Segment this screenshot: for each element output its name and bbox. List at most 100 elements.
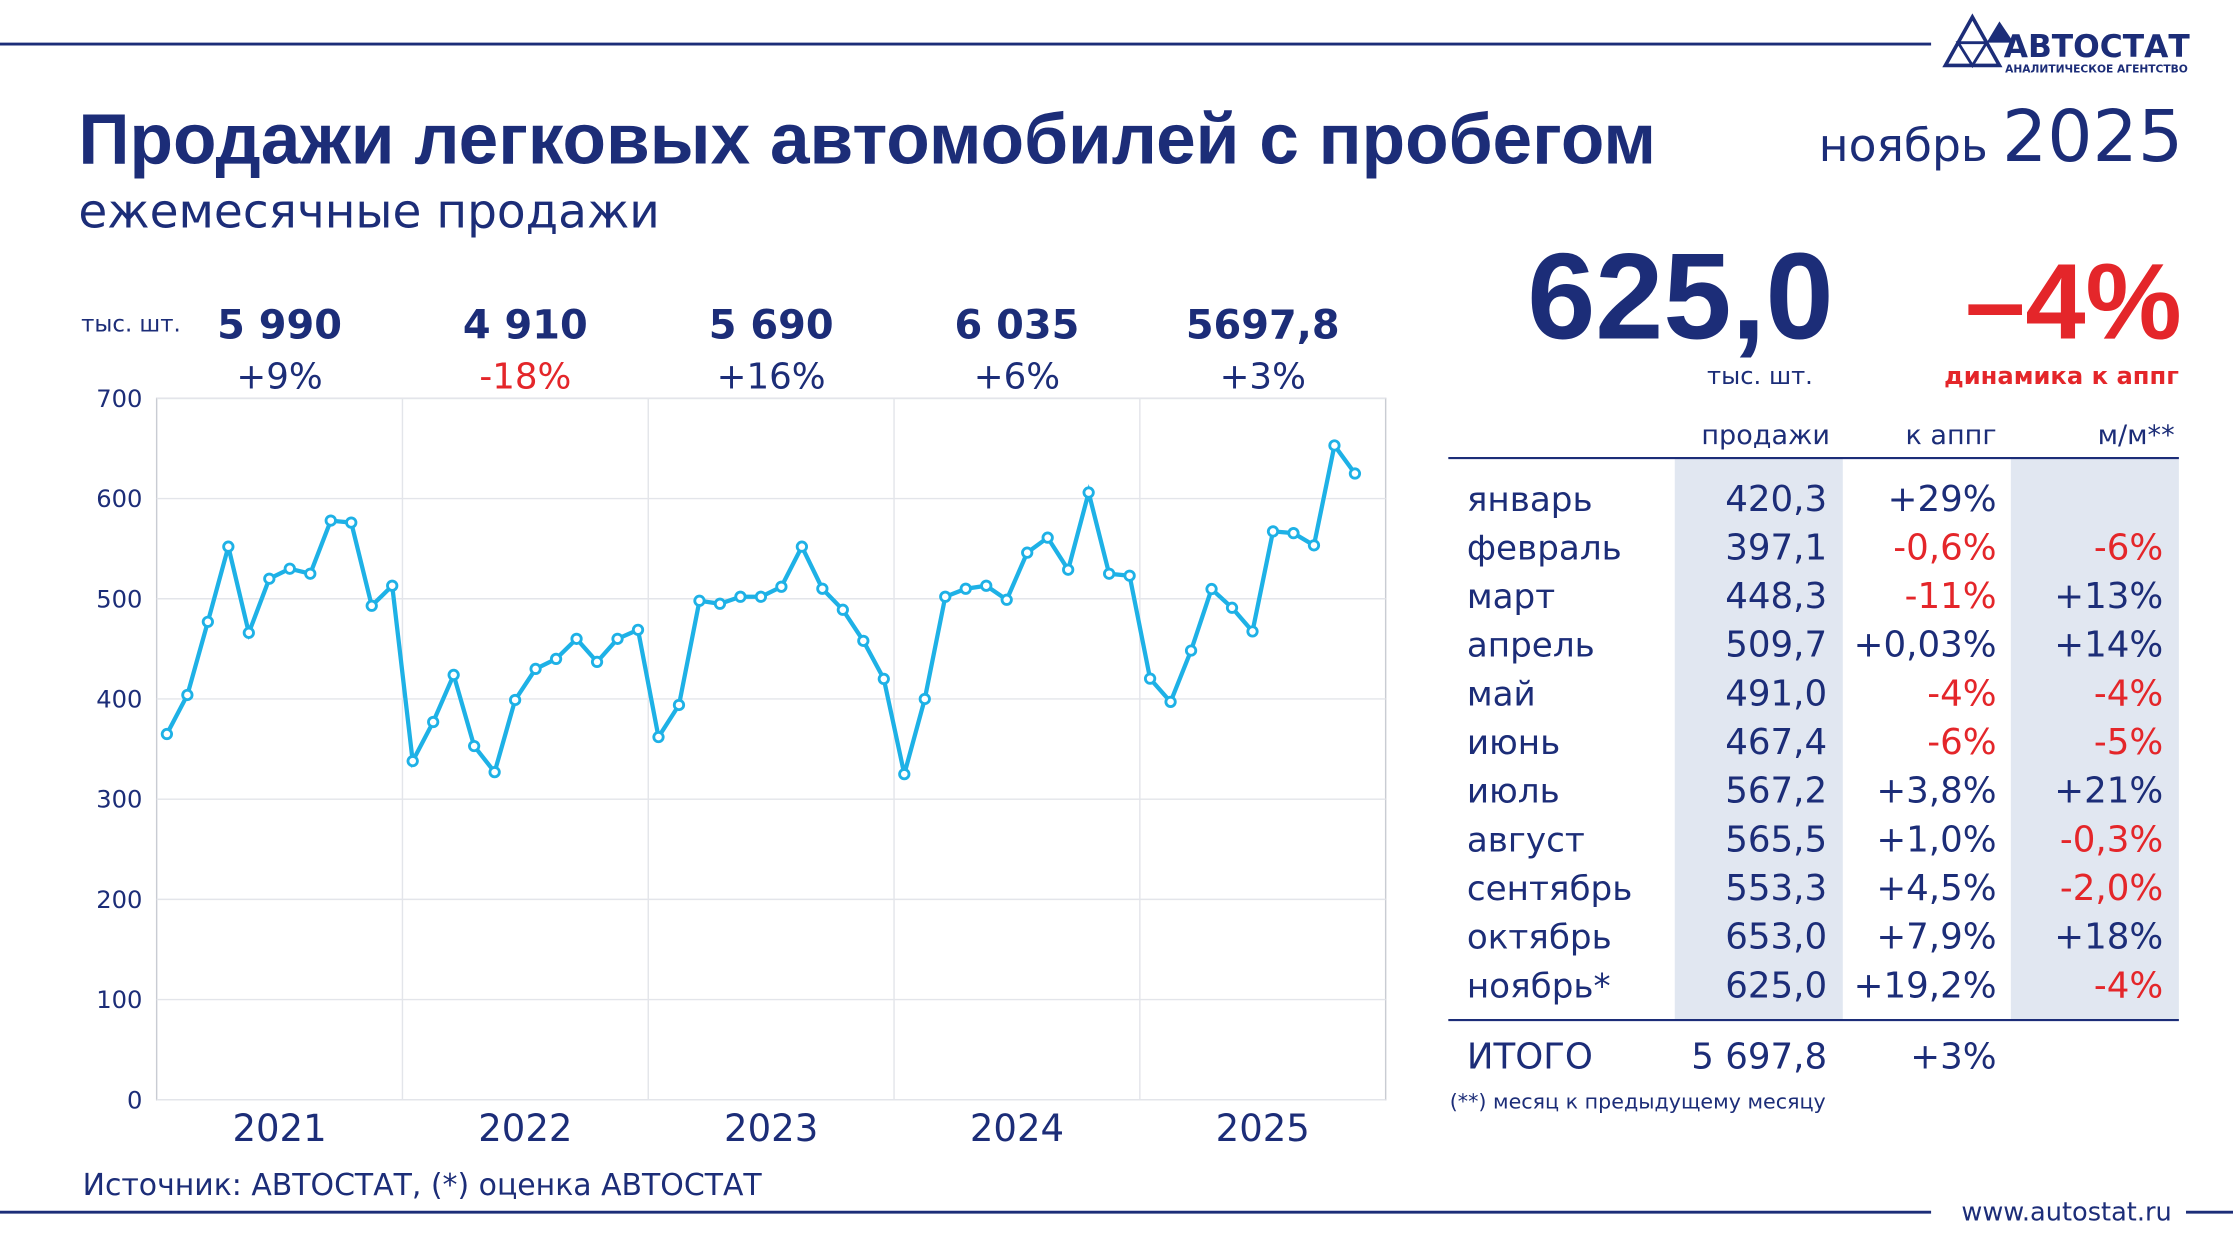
month-label: май [1467,674,1536,714]
table-cell: -4% [2094,965,2163,1006]
point [468,739,481,753]
table-cell: -6% [1927,722,1996,763]
logo-mark [1955,41,1990,69]
logo-mark [1986,21,2014,43]
table-cell: 553,3 [1725,868,1827,909]
logo-text: АВТОСТАТ [2004,29,2191,65]
point [939,590,952,603]
summary-value: 625,0 [1527,228,1833,365]
logo-subtext: АНАЛИТИЧЕСКОЕ АГЕНТСТВО [2005,63,2188,76]
point [160,727,174,741]
point [1348,467,1362,480]
table-cell: 653,0 [1725,917,1827,958]
table-cell: 467,4 [1725,722,1827,763]
table-cell: -4% [1927,673,1996,714]
year-change: +6% [974,356,1060,397]
point [652,730,665,744]
summary-unit: тыс. шт. [1707,362,1813,390]
point [775,580,788,593]
summary-change: –4% [1965,241,2182,362]
point [1184,644,1198,657]
table-cell: 625,0 [1725,965,1827,1006]
point [201,615,214,628]
month-label: август [1467,820,1585,860]
table-cell: 491,0 [1725,673,1827,714]
point [345,516,358,529]
title: Продажи легковых автомобилей с пробегом [78,101,1656,180]
point [549,652,563,666]
table-cell: -6% [2094,527,2163,568]
line [165,440,1357,777]
total-cell: 5 697,8 [1691,1036,1827,1077]
total-cell: +3% [1910,1036,1996,1077]
table-cell: +29% [1888,479,1997,520]
table-cell: 567,2 [1725,771,1827,812]
y-tick-label: 0 [127,1086,142,1114]
col-shade [2010,458,2179,1021]
x-tick-label: 2021 [232,1107,326,1150]
point [857,634,870,647]
point [631,623,645,636]
year-total: 5 690 [709,303,834,349]
y-tick-label: 600 [96,485,142,513]
source: Источник: АВТОСТАТ, (*) оценка АВТОСТАТ [83,1168,763,1203]
point [980,579,993,592]
point [263,572,276,585]
year-change: -18% [479,356,571,397]
y-tick-label: 400 [96,686,142,714]
point [713,597,727,610]
table-cell: -11% [1905,576,1997,617]
x-tick-label: 2025 [1216,1107,1310,1150]
point [898,767,911,781]
month-label: январь [1467,480,1593,520]
point [1123,569,1136,582]
y-tick-label: 500 [96,585,142,613]
table-cell: 420,3 [1725,479,1827,520]
point [590,655,604,669]
point [488,765,501,779]
point [816,582,829,595]
point [959,582,972,595]
year-total: 5697,8 [1186,303,1340,349]
table-cell: +19,2% [1854,965,1997,1006]
point [222,540,235,553]
point [1225,601,1239,614]
point [1143,672,1157,685]
point [1246,625,1259,638]
point [1000,593,1013,606]
point [365,599,378,612]
point [1082,486,1095,499]
point [918,692,931,706]
table-cell: 565,5 [1725,819,1827,860]
url: www.autostat.ru [1961,1198,2171,1228]
x-tick-label: 2024 [970,1107,1064,1150]
total-label: ИТОГО [1467,1036,1593,1077]
table-cell: -4% [2094,673,2163,714]
point [283,562,296,575]
year-change: +16% [717,356,826,397]
point [693,594,706,607]
point [529,662,542,676]
col-shade [1674,458,1843,1021]
month-label: сентябрь [1467,869,1633,909]
point [734,590,747,603]
point [836,603,849,616]
y-tick-label: 100 [96,986,142,1014]
point [877,672,890,686]
table-cell: +4,5% [1876,868,1996,909]
period: ноябрь 2025 [1819,95,2183,178]
x-tick-label: 2022 [478,1107,572,1150]
point [672,698,686,712]
month-label: июнь [1467,723,1560,763]
year-change: +9% [236,356,322,397]
unit-label: тыс. шт. [81,312,181,338]
point [1266,525,1280,538]
point [754,590,768,603]
point [508,693,522,707]
table-cell: 397,1 [1725,527,1827,568]
table-cell: +7,9% [1876,917,1996,958]
table-note: (**) месяц к предыдущему месяцу [1450,1089,1826,1113]
table-cell: +0,03% [1854,625,1997,666]
table-cell: -0,6% [1893,527,1996,568]
